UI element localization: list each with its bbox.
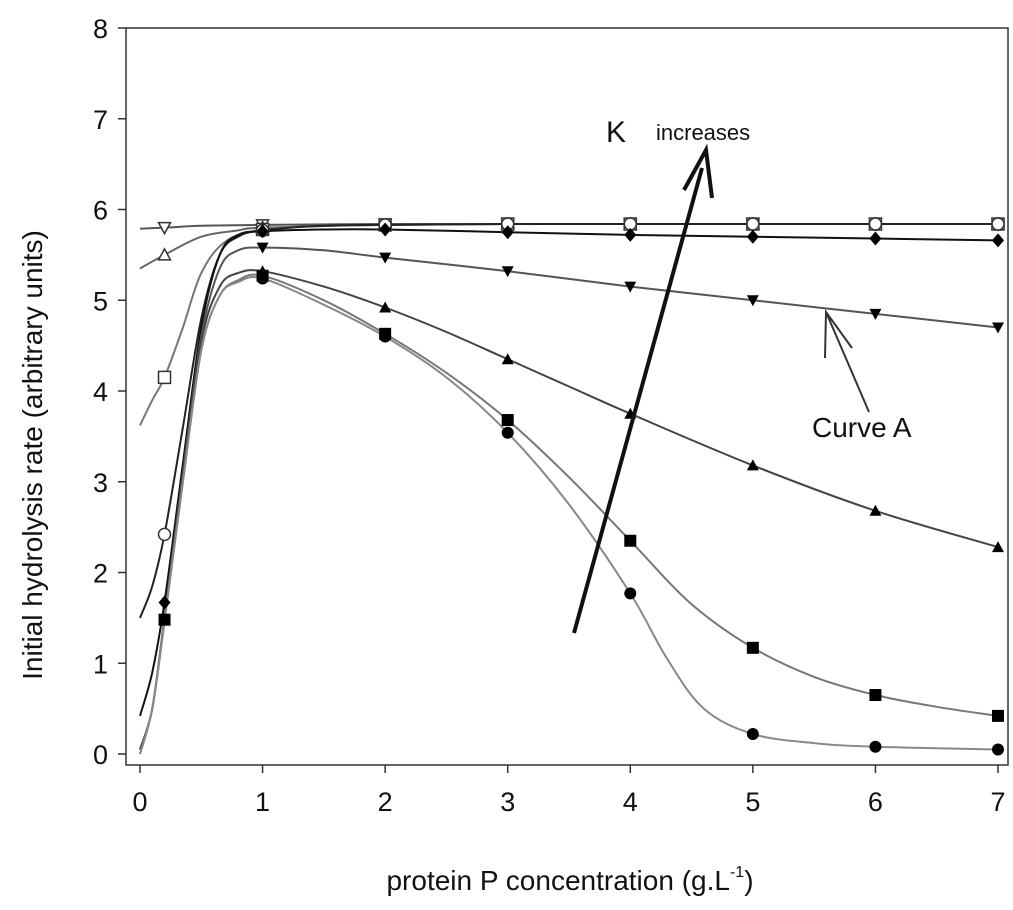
series-0-point xyxy=(157,221,172,236)
series-6-point xyxy=(992,541,1004,553)
x-tick-label: 4 xyxy=(623,787,638,817)
y-axis: 0 1 2 3 4 5 6 7 8 xyxy=(93,14,126,770)
series-3-point xyxy=(991,217,1005,231)
x-axis-title-superscript: -1 xyxy=(730,864,744,881)
y-tick-label: 6 xyxy=(93,196,108,226)
x-axis-title: protein P concentration (g.L-1) xyxy=(386,864,753,896)
series-7-point xyxy=(746,641,759,654)
x-tick-label: 3 xyxy=(500,787,515,817)
series-8-point xyxy=(746,728,759,741)
series-8-point xyxy=(379,330,392,343)
x-axis-title-end: ) xyxy=(744,865,753,896)
series-4-point xyxy=(869,231,882,246)
k-increases-label-increases: increases xyxy=(656,120,750,145)
series-3-point xyxy=(746,217,760,231)
x-tick-label: 2 xyxy=(378,787,393,817)
series-8-point xyxy=(869,740,882,753)
series-6-point xyxy=(501,353,514,365)
x-tick-label: 5 xyxy=(745,787,760,817)
series-8-curve xyxy=(139,276,999,755)
series-2-point xyxy=(157,370,172,385)
plot-frame xyxy=(125,27,1009,766)
series-4-point xyxy=(379,222,392,237)
series-4-point xyxy=(501,225,514,240)
series-5-point xyxy=(501,266,514,278)
series-4-point xyxy=(158,595,171,610)
series-4-point xyxy=(256,224,269,239)
series-5-point xyxy=(379,252,392,264)
series-4-point xyxy=(624,227,637,242)
curve-a-pointer-head xyxy=(824,308,853,359)
annotations: K increases Curve A xyxy=(572,116,912,634)
series-5-point xyxy=(624,281,637,293)
series-6-curve xyxy=(139,269,999,750)
y-tick-label: 3 xyxy=(93,468,108,498)
x-tick-label: 7 xyxy=(990,787,1005,817)
series-6-point xyxy=(869,504,882,516)
series-4-curve xyxy=(139,228,999,717)
series-markers xyxy=(157,216,1006,756)
y-tick-label: 2 xyxy=(93,559,108,589)
y-tick-label: 5 xyxy=(93,286,108,316)
series-7-point xyxy=(624,534,637,547)
series-3-point xyxy=(868,217,883,231)
series-6-point xyxy=(379,301,392,313)
series-4-point xyxy=(992,233,1004,248)
series-4-point xyxy=(746,229,759,244)
k-increases-arrow-shaft xyxy=(572,167,704,634)
series-5-curve xyxy=(139,246,999,750)
y-tick-label: 0 xyxy=(93,740,108,770)
y-tick-label: 4 xyxy=(93,377,108,407)
series-7-curve xyxy=(139,273,999,755)
x-axis-title-main: protein P concentration (g.L xyxy=(386,865,729,896)
series-3-point xyxy=(157,527,172,542)
curve-a-pointer-line xyxy=(825,311,870,413)
series-7-point xyxy=(869,689,882,702)
y-axis-title: Initial hydrolysis rate (arbitrary units… xyxy=(17,230,48,680)
y-tick-label: 8 xyxy=(93,14,108,44)
x-axis: 0 1 2 3 4 5 6 7 xyxy=(132,765,1006,817)
series-5-point xyxy=(746,295,759,307)
y-tick-label: 1 xyxy=(93,649,108,679)
series-2-curve xyxy=(139,222,998,426)
series-5-point xyxy=(256,242,269,254)
series-8-point xyxy=(501,426,514,439)
series-curves xyxy=(139,222,999,755)
series-5-point xyxy=(992,322,1004,334)
k-increases-label-k: K xyxy=(606,116,626,149)
series-7-point xyxy=(501,414,514,427)
series-8-point xyxy=(256,272,269,285)
series-7-point xyxy=(158,613,171,626)
series-6-point xyxy=(746,459,759,471)
plot-box xyxy=(125,27,1009,766)
curve-a-label: Curve A xyxy=(812,412,912,443)
series-8-point xyxy=(624,587,637,600)
k-increases-arrow-head xyxy=(682,143,714,199)
series-7-point xyxy=(992,709,1004,722)
series-1-point xyxy=(157,247,172,261)
series-8-point xyxy=(992,743,1004,756)
x-tick-label: 0 xyxy=(132,787,147,817)
x-tick-label: 1 xyxy=(255,787,270,817)
x-tick-label: 6 xyxy=(868,787,883,817)
y-tick-label: 7 xyxy=(93,105,108,135)
series-5-point xyxy=(869,308,882,320)
